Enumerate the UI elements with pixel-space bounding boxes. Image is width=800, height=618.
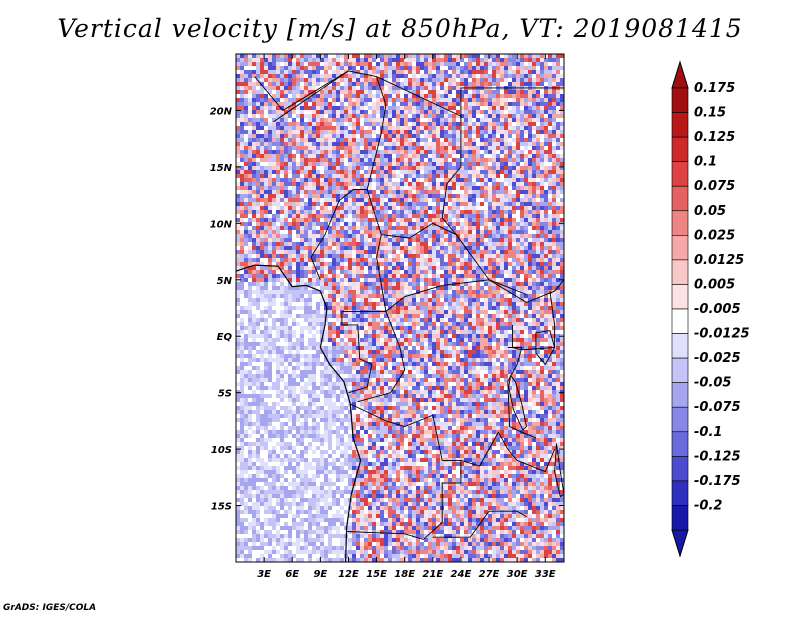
colorbar-label: -0.025 [694, 351, 741, 366]
colorbar-label: -0.005 [694, 302, 741, 317]
colorbar-swatch [671, 431, 689, 457]
colorbar-swatch [671, 357, 689, 383]
lat-tick-label: 15S [211, 502, 232, 513]
colorbar-swatch [671, 406, 689, 433]
colorbar-swatch [671, 87, 689, 113]
colorbar-swatch [671, 185, 689, 212]
lon-tick-label: 12E [338, 569, 359, 580]
colorbar-top-arrow [671, 60, 689, 89]
colorbar-label: 0.1 [694, 155, 717, 170]
lon-tick-label: 24E [451, 569, 472, 580]
lat-tick-label: 5S [218, 389, 232, 400]
map-title: Vertical velocity [m/s] at 850hPa, VT: 2… [57, 14, 743, 43]
lon-tick-label: 27E [479, 569, 500, 580]
lat-tick-label: EQ [217, 332, 233, 343]
colorbar-label: 0.15 [694, 106, 726, 121]
lon-tick-label: 3E [257, 569, 271, 580]
colorbar-label: 0.05 [694, 204, 726, 219]
lat-tick-label: 20N [210, 106, 233, 117]
colorbar: 0.175 0.15 0.125 0.1 0.075 0.05 0.025 0.0125 0.0… [671, 60, 750, 558]
colorbar-swatch [671, 210, 689, 236]
colorbar-label: 0.025 [694, 228, 735, 243]
colorbar-swatch [671, 112, 689, 138]
colorbar-label: -0.125 [694, 449, 741, 464]
colorbar-label: -0.175 [694, 474, 741, 489]
colorbar-swatch [671, 333, 689, 359]
colorbar-label: 0.075 [694, 179, 735, 194]
colorbar-label: -0.075 [694, 400, 741, 415]
lon-tick-label: 15E [366, 569, 387, 580]
colorbar-label: -0.2 [694, 498, 722, 513]
colorbar-swatch [671, 259, 689, 285]
colorbar-swatch [671, 382, 689, 408]
colorbar-label: -0.05 [694, 376, 731, 391]
lon-tick-label: 9E [313, 569, 327, 580]
colorbar-swatch [671, 480, 689, 506]
lat-tick-label: 15N [210, 163, 233, 174]
lat-tick-label: 10N [210, 219, 233, 230]
colorbar-swatch [671, 505, 689, 531]
grads-credit: GrADS: IGES/COLA [3, 603, 97, 613]
colorbar-swatch [671, 456, 689, 482]
lon-tick-label: 6E [285, 569, 299, 580]
coastlines-and-borders [236, 70, 564, 562]
colorbar-swatch [671, 284, 689, 310]
velocity-field [236, 54, 564, 562]
colorbar-label: 0.125 [694, 130, 735, 145]
lon-tick-label: 30E [507, 569, 528, 580]
colorbar-label: 0.005 [694, 277, 735, 292]
lon-tick-label: 33E [535, 569, 556, 580]
colorbar-swatch [671, 136, 689, 162]
lat-tick-label: 10S [211, 445, 232, 456]
colorbar-swatch [671, 161, 689, 187]
axis-ticks: 20N 15N 10N 5N EQ 5S 10S 15S 3E 6E 9E 12E 15E 18E 21E 2… [210, 54, 564, 580]
colorbar-label: -0.0125 [694, 327, 750, 342]
colorbar-label: -0.1 [694, 425, 722, 440]
colorbar-swatch [671, 235, 689, 261]
colorbar-label: 0.175 [694, 81, 735, 96]
lon-tick-label: 18E [394, 569, 415, 580]
colorbar-swatch [671, 308, 689, 334]
lon-tick-label: 21E [422, 569, 443, 580]
colorbar-bottom-arrow [671, 529, 689, 558]
colorbar-label: 0.0125 [694, 253, 744, 268]
lat-tick-label: 5N [217, 276, 233, 287]
plot-frame [235, 53, 565, 563]
